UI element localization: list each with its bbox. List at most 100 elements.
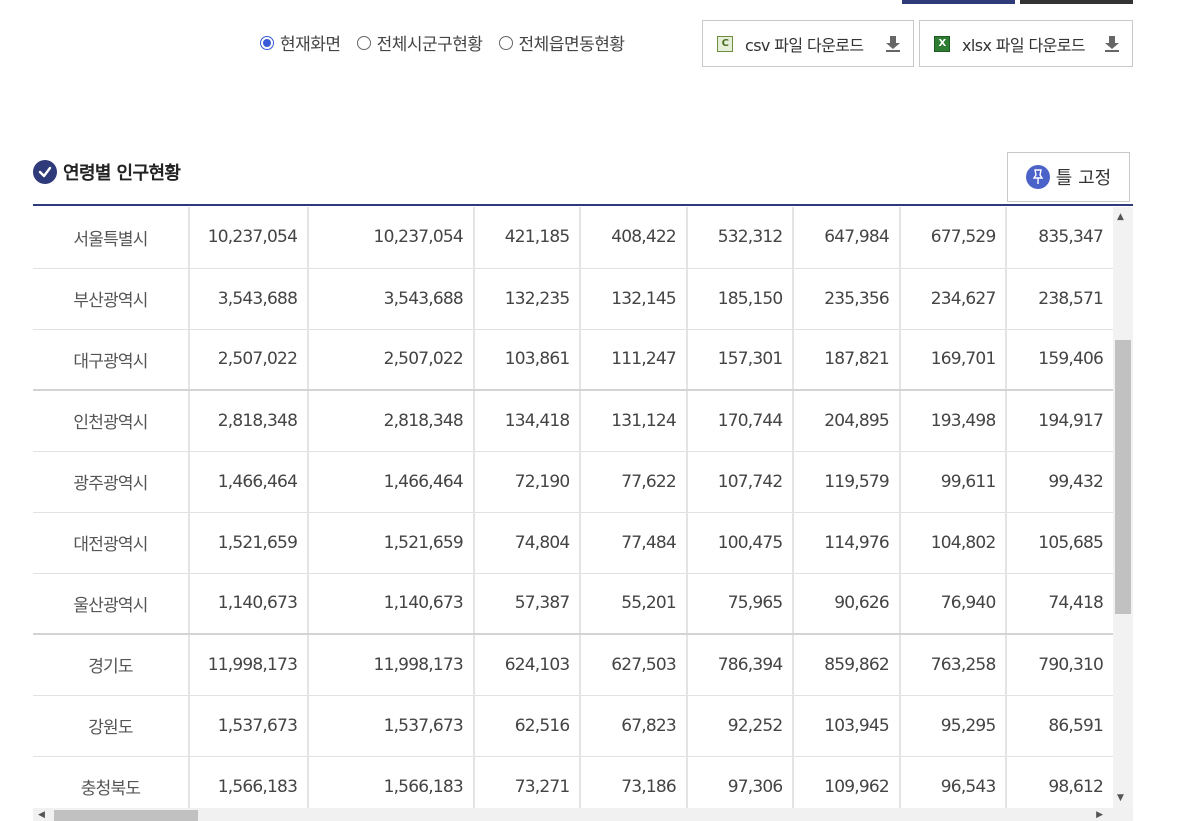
- value-cell: 73,271: [472, 756, 581, 808]
- scroll-down-arrow-icon[interactable]: ▼: [1117, 793, 1124, 803]
- table-row: 대구광역시 2,507,022 2,507,022 103,861 111,247 157…: [33, 329, 1113, 391]
- value-cell: 100,475: [685, 512, 794, 574]
- table-row: 울산광역시 1,140,673 1,140,673 57,387 55,201 75,96…: [33, 573, 1113, 635]
- value-cell: 170,744: [685, 390, 794, 452]
- check-icon: [33, 160, 57, 184]
- value-cell: 408,422: [579, 207, 687, 269]
- value-cell: 92,252: [685, 695, 794, 757]
- value-cell: 74,804: [472, 512, 581, 574]
- scroll-left-arrow-icon[interactable]: ◀: [38, 810, 45, 820]
- value-cell: 1,521,659: [187, 512, 309, 574]
- value-cell: 238,571: [1005, 268, 1113, 330]
- csv-download-button[interactable]: C csv 파일 다운로드: [702, 20, 914, 67]
- region-cell: 광주광역시: [33, 451, 189, 513]
- value-cell: 75,965: [685, 573, 794, 635]
- value-cell: 97,306: [685, 756, 794, 808]
- value-cell: 763,258: [898, 634, 1007, 696]
- radio-indicator[interactable]: [260, 35, 274, 50]
- title-divider: [33, 204, 1133, 206]
- radio-label: 전체시군구현황: [376, 35, 483, 55]
- value-cell: 2,818,348: [187, 390, 309, 452]
- value-cell: 647,984: [792, 207, 900, 269]
- value-cell: 57,387: [472, 573, 581, 635]
- value-cell: 74,418: [1005, 573, 1113, 635]
- download-icon: [1105, 35, 1119, 52]
- population-table: 서울특별시 10,237,054 10,237,054 421,185 408,422 5…: [33, 207, 1113, 808]
- section-title: 연령별 인구현황: [33, 159, 181, 185]
- view-options: 현재화면 전체시군구현황 전체읍면동현황: [260, 30, 625, 55]
- value-cell: 193,498: [898, 390, 1007, 452]
- value-cell: 421,185: [472, 207, 581, 269]
- xlsx-download-label: xlsx 파일 다운로드: [962, 35, 1086, 55]
- radio-label: 전체읍면동현황: [518, 35, 625, 55]
- population-table-viewport[interactable]: 서울특별시 10,237,054 10,237,054 421,185 408,422 5…: [33, 207, 1113, 808]
- top-tab-stub-1[interactable]: [902, 0, 1015, 4]
- value-cell: 786,394: [685, 634, 794, 696]
- value-cell: 107,742: [685, 451, 794, 513]
- region-cell: 인천광역시: [33, 390, 189, 452]
- vertical-scroll-thumb[interactable]: [1115, 340, 1131, 614]
- table-row: 서울특별시 10,237,054 10,237,054 421,185 408,422 5…: [33, 207, 1113, 269]
- value-cell: 194,917: [1005, 390, 1113, 452]
- value-cell: 103,861: [472, 329, 581, 391]
- value-cell: 67,823: [579, 695, 687, 757]
- top-tab-stub-2[interactable]: [1020, 0, 1133, 4]
- freeze-panes-button[interactable]: 틀 고정: [1007, 152, 1130, 202]
- value-cell: 859,862: [792, 634, 900, 696]
- value-cell: 1,537,673: [187, 695, 309, 757]
- region-cell: 강원도: [33, 695, 189, 757]
- value-cell: 1,140,673: [187, 573, 309, 635]
- value-cell: 103,945: [792, 695, 900, 757]
- radio-all-eupmyeondong[interactable]: 전체읍면동현황: [498, 30, 625, 55]
- table-row: 광주광역시 1,466,464 1,466,464 72,190 77,622 107,7…: [33, 451, 1113, 513]
- value-cell: 134,418: [472, 390, 581, 452]
- value-cell: 1,466,464: [307, 451, 474, 513]
- value-cell: 159,406: [1005, 329, 1113, 391]
- value-cell: 105,685: [1005, 512, 1113, 574]
- table-row: 강원도 1,537,673 1,537,673 62,516 67,823 92,252 1…: [33, 695, 1113, 757]
- value-cell: 235,356: [792, 268, 900, 330]
- freeze-panes-label: 틀 고정: [1055, 168, 1112, 189]
- scroll-up-arrow-icon[interactable]: ▲: [1117, 212, 1124, 222]
- value-cell: 1,466,464: [187, 451, 309, 513]
- value-cell: 2,507,022: [307, 329, 474, 391]
- value-cell: 111,247: [579, 329, 687, 391]
- value-cell: 109,962: [792, 756, 900, 808]
- value-cell: 99,432: [1005, 451, 1113, 513]
- value-cell: 104,802: [898, 512, 1007, 574]
- value-cell: 2,818,348: [307, 390, 474, 452]
- value-cell: 11,998,173: [187, 634, 309, 696]
- value-cell: 119,579: [792, 451, 900, 513]
- value-cell: 55,201: [579, 573, 687, 635]
- section-title-text: 연령별 인구현황: [63, 163, 181, 184]
- value-cell: 2,507,022: [187, 329, 309, 391]
- table-row: 부산광역시 3,543,688 3,543,688 132,235 132,145 185…: [33, 268, 1113, 330]
- value-cell: 185,150: [685, 268, 794, 330]
- radio-indicator[interactable]: [498, 35, 513, 50]
- value-cell: 10,237,054: [187, 207, 309, 269]
- value-cell: 77,484: [579, 512, 687, 574]
- value-cell: 95,295: [898, 695, 1007, 757]
- value-cell: 132,145: [579, 268, 687, 330]
- horizontal-scroll-thumb[interactable]: [54, 810, 198, 821]
- region-cell: 경기도: [33, 634, 189, 696]
- value-cell: 532,312: [685, 207, 794, 269]
- scroll-right-arrow-icon[interactable]: ▶: [1096, 810, 1103, 820]
- value-cell: 99,611: [898, 451, 1007, 513]
- xlsx-download-button[interactable]: X xlsx 파일 다운로드: [919, 20, 1133, 67]
- radio-all-sigungu[interactable]: 전체시군구현황: [356, 30, 483, 55]
- xlsx-file-icon: X: [934, 35, 950, 52]
- value-cell: 677,529: [898, 207, 1007, 269]
- value-cell: 1,537,673: [307, 695, 474, 757]
- region-cell: 부산광역시: [33, 268, 189, 330]
- vertical-scrollbar[interactable]: ▲ ▼: [1113, 207, 1133, 808]
- horizontal-scrollbar[interactable]: ◀ ▶: [33, 808, 1133, 821]
- value-cell: 114,976: [792, 512, 900, 574]
- region-cell: 서울특별시: [33, 207, 189, 269]
- value-cell: 98,612: [1005, 756, 1113, 808]
- radio-indicator[interactable]: [356, 35, 371, 50]
- region-cell: 충청북도: [33, 756, 189, 808]
- radio-current-view[interactable]: 현재화면: [260, 30, 341, 55]
- value-cell: 187,821: [792, 329, 900, 391]
- value-cell: 234,627: [898, 268, 1007, 330]
